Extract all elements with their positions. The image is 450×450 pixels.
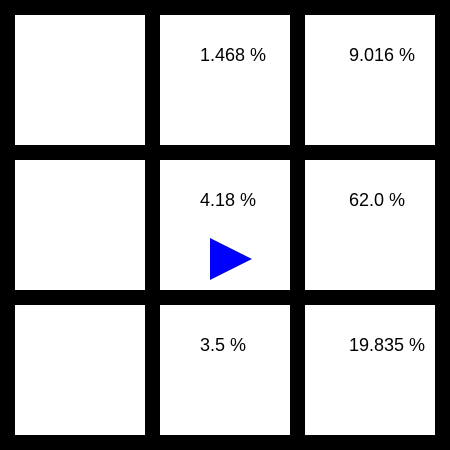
grid-cell-r2-c0[interactable]: [15, 305, 145, 435]
cell-value: 1.468 %: [200, 45, 267, 65]
cell-value: 62.0 %: [349, 190, 406, 210]
grid-cell-r2-c2[interactable]: 19.835 %: [305, 305, 435, 435]
grid-cell-r2-c1[interactable]: 3.5 %: [160, 305, 290, 435]
agent-arrow: [210, 238, 252, 280]
cell-value: 3.5 %: [200, 335, 247, 355]
grid-cell-r0-c1[interactable]: 1.468 %: [160, 15, 290, 145]
cell-value: 19.835 %: [349, 335, 426, 355]
grid-cell-r0-c2[interactable]: 9.016 %: [305, 15, 435, 145]
grid-cell-r1-c2[interactable]: 62.0 %: [305, 160, 435, 290]
grid-cell-r1-c1[interactable]: 4.18 %: [160, 160, 290, 290]
grid-cell-r0-c0[interactable]: [15, 15, 145, 145]
cell-value: 4.18 %: [200, 190, 257, 210]
grid-cell-r1-c0[interactable]: [15, 160, 145, 290]
cell-value: 9.016 %: [349, 45, 416, 65]
play-triangle-icon: [210, 238, 252, 280]
